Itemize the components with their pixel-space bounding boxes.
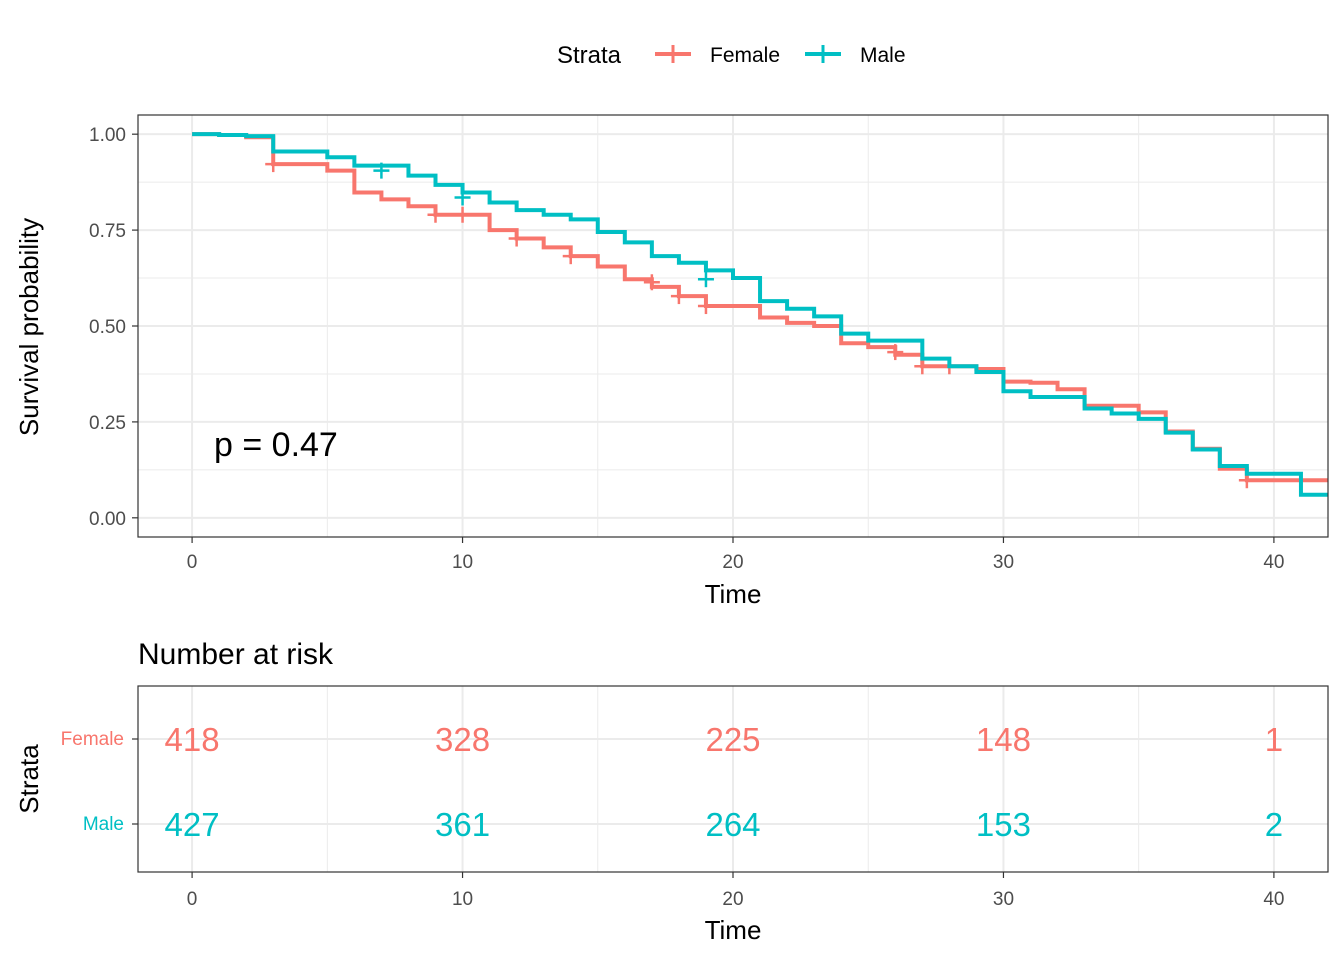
- y-axis-ticks: 0.00 0.25 0.50 0.75 1.00: [89, 125, 138, 530]
- x-tick-label: 30: [993, 889, 1014, 910]
- p-value-annotation: p = 0.47: [214, 426, 338, 464]
- risk-row-female: 418 328 225 148 1: [165, 721, 1284, 758]
- risk-value: 2: [1265, 806, 1283, 843]
- risk-table-y-axis-label: Strata: [14, 744, 44, 814]
- y-tick-label: 0.75: [89, 221, 126, 242]
- censor-mark: [887, 344, 904, 361]
- x-tick-label: 10: [452, 552, 473, 573]
- risk-value: 427: [165, 806, 220, 843]
- risk-table-title: Number at risk: [138, 638, 334, 671]
- censor-mark: [265, 156, 282, 173]
- risk-value: 418: [165, 721, 220, 758]
- censor-mark: [697, 271, 714, 288]
- legend: Strata Female Male: [557, 42, 906, 69]
- x-axis-ticks: 0 10 20 30 40: [187, 537, 1284, 573]
- censor-mark: [697, 298, 714, 315]
- censor-mark: [670, 288, 687, 305]
- risk-table-panel: Number at risk 418 328 225 148 1 427 361 264 153…: [14, 638, 1329, 945]
- series-male: [192, 132, 1328, 497]
- risk-value: 264: [705, 806, 760, 843]
- risk-table-x-axis-label: Time: [705, 915, 762, 945]
- risk-value: 1: [1265, 721, 1283, 758]
- risk-value: 361: [435, 806, 490, 843]
- risk-table-gridlines: [138, 686, 1328, 872]
- y-tick-label: 0.00: [89, 509, 126, 530]
- censor-mark: [454, 189, 471, 206]
- risk-row-label: Male: [83, 814, 124, 835]
- x-tick-label: 0: [187, 889, 198, 910]
- legend-title: Strata: [557, 42, 622, 69]
- x-tick-label: 40: [1263, 889, 1284, 910]
- x-tick-label: 0: [187, 552, 198, 573]
- x-tick-label: 10: [452, 889, 473, 910]
- survival-curve-female: [192, 132, 1328, 483]
- censor-mark: [914, 358, 931, 375]
- x-tick-label: 20: [722, 552, 743, 573]
- y-tick-label: 0.50: [89, 317, 126, 338]
- x-tick-label: 40: [1263, 552, 1284, 573]
- risk-table-x-ticks: 0 10 20 30 40: [187, 872, 1284, 910]
- censor-mark: [373, 162, 390, 179]
- risk-value: 148: [976, 721, 1031, 758]
- risk-row-label: Female: [61, 729, 124, 750]
- survival-plot-panel: 0.000.250.500.751.00 0 10 20 30 40 p = 0.47 …: [14, 114, 1329, 609]
- y-axis-label: Survival probability: [14, 218, 44, 436]
- x-axis-label: Time: [705, 579, 762, 609]
- legend-label: Male: [860, 44, 906, 67]
- legend-item-male: Male: [805, 44, 906, 67]
- legend-label: Female: [710, 44, 780, 67]
- risk-table-row-labels: Female Male: [61, 729, 138, 835]
- y-tick-label: 0.25: [89, 413, 126, 434]
- risk-value: 328: [435, 721, 490, 758]
- risk-value: 153: [976, 806, 1031, 843]
- censor-mark: [454, 206, 471, 223]
- survival-curve-male: [192, 132, 1328, 497]
- risk-value: 225: [705, 721, 760, 758]
- survival-curves: [192, 132, 1328, 497]
- risk-row-male: 427 361 264 153 2: [165, 806, 1284, 843]
- legend-item-female: Female: [655, 44, 780, 67]
- x-tick-label: 30: [993, 552, 1014, 573]
- y-tick-label: 1.00: [89, 125, 126, 146]
- censor-mark: [643, 274, 660, 291]
- censor-mark: [508, 230, 525, 247]
- risk-table-values: 418 328 225 148 1 427 361 264 153 2: [165, 721, 1284, 843]
- x-tick-label: 20: [722, 889, 743, 910]
- censor-mark: [427, 206, 444, 223]
- censor-mark: [562, 248, 579, 265]
